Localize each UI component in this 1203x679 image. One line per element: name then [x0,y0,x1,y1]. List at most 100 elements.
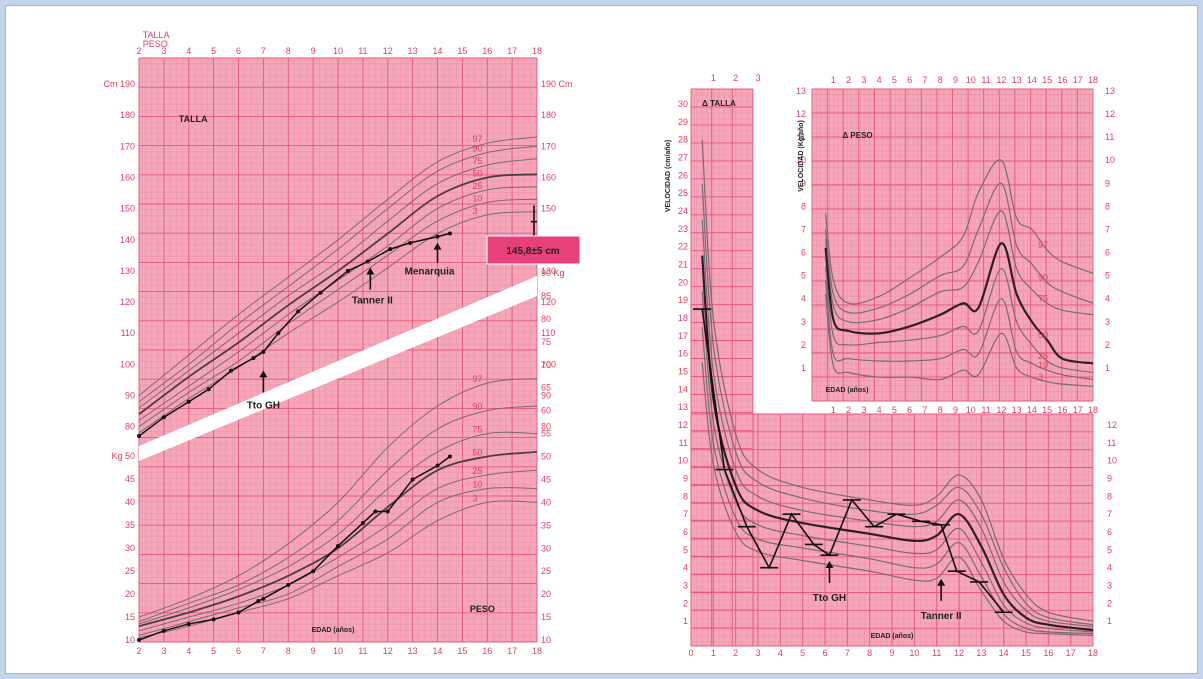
velocity-peso-x-tick: 8 [938,405,943,415]
top-x-tick-label: 7 [261,46,266,56]
velocity-talla-y-tick-right: 7 [1107,509,1112,519]
velocity-peso-x-tick: 6 [907,405,912,415]
talla-patient-point [206,387,211,392]
velocity-peso-y-tick-right: 11 [1105,132,1114,142]
tto-gh-arrow-right-head [825,560,834,568]
figure-frame: 2 2 3 3 4 4 5 5 6 6 7 7 8 8 9 9 10 10 11 11 12 12 13 13 14 14 15 15… [5,5,1198,674]
talla-patient-point [345,268,350,273]
velocity-peso-x-tick-top: 12 [996,75,1006,85]
peso-patient-point [236,610,241,615]
velocity-talla-title: Δ TALLA [702,99,736,108]
talla-patient-point [186,399,191,404]
top-x-tick-label: 2 [136,46,141,56]
velocity-peso-y-tick: 12 [796,109,806,119]
bottom-x-tick-label: 18 [532,646,542,656]
velocity-talla-y-tick-right: 1 [1107,616,1112,626]
velocity-peso-x-tick: 3 [861,405,866,415]
velocity-talla-percentile-3-line [701,362,1094,636]
velocity-talla-y-tick: 17 [678,331,688,341]
velocity-peso-y-tick-right: 10 [1105,155,1115,165]
talla-y-tick-left: 100 [120,359,135,369]
peso-y-tick-left: 15 [125,612,135,622]
velocity-peso-x-tick-top: 16 [1057,75,1067,85]
peso-y-tick-right: 55 [541,429,551,439]
peso-y-tick-left: 30 [125,543,135,553]
bottom-x-tick-label: 9 [311,646,316,656]
chart-title-talla: TALLA [143,30,170,40]
bottom-x-tick-label: 15 [457,646,467,656]
talla-unit-right: 190 Cm [541,79,573,89]
peso-y-tick-right: 65 [541,383,551,393]
talla-y-tick-left: 140 [120,235,135,245]
velocity-talla-x-tick: 11 [932,648,941,658]
velocity-talla-y-tick: 24 [678,206,688,216]
velocity-peso-y-tick-right: 13 [1105,86,1115,96]
velocity-talla-x-tick: 10 [909,648,919,658]
talla-patient-point [318,290,323,295]
velocity-talla-y-tick-right: 8 [1107,491,1112,501]
talla-patient-point [388,247,393,252]
velocity-talla-percentile-10-line [701,326,1094,635]
velocity-talla-x-tick: 4 [778,648,783,658]
velocity-peso-y-tick-right: 2 [1105,340,1110,350]
velocity-strip-top-tick: 2 [733,73,738,83]
bottom-x-tick-label: 12 [383,646,393,656]
talla-y-tick-right: 170 [541,141,556,151]
talla-patient-point [447,231,452,236]
velocity-peso-x-tick: 5 [892,405,897,415]
velocity-peso-percentile-97-label: 97 [1038,240,1048,250]
talla-patient-point [251,356,256,361]
talla-peso-separator-band [139,276,537,461]
velocity-peso-percentile-3-line [825,294,1094,387]
velocity-strip-top-tick: 1 [711,73,716,83]
velocity-peso-y-tick-right: 9 [1105,178,1110,188]
peso-y-tick-right: 75 [541,337,551,347]
velocity-talla-x-tick: 0 [688,648,693,658]
target-height-box [486,235,581,265]
velocity-strip-top-tick: 3 [755,73,760,83]
tanner-label-left: Tanner II [352,296,393,307]
peso-percentile-50-label: 50 [472,448,482,458]
talla-y-tick-left: 180 [120,110,135,120]
velocity-peso-inset-grid-major [811,88,1094,402]
peso-patient-point [360,521,365,526]
velocity-talla-y-tick: 5 [683,545,688,555]
velocity-talla-y-tick: 1 [683,616,688,626]
velocity-peso-y-tick-right: 12 [1105,109,1115,119]
velocity-peso-ylabel: VELOCIDAD (Kg/año) [798,120,805,192]
velocity-peso-percentile-25-label: 25 [1038,351,1048,361]
velocity-talla-y-tick: 14 [678,384,688,394]
velocity-talla-y-tick: 15 [678,367,688,377]
peso-patient-point [336,543,340,548]
velocity-talla-y-tick-right: 11 [1107,438,1116,448]
velocity-talla-y-tick: 13 [678,402,688,412]
talla-patient-point [296,309,301,314]
bottom-x-tick-label: 5 [211,646,216,656]
peso-percentile-75-line [138,431,538,625]
talla-percentile-90-line [138,145,538,403]
left-x-axis-label: EDAD (años) [312,627,355,634]
peso-percentile-50-line [138,451,538,628]
velocity-talla-y-tick: 8 [683,491,688,501]
peso-percentile-3-line [138,500,538,639]
velocity-talla-xlabel: EDAD (años) [871,633,914,640]
peso-patient-point [447,454,452,459]
height-weight-chart: 2233445566778899101011111212131314141515… [103,30,1117,658]
peso-percentile-75-label: 75 [472,425,482,435]
velocity-talla-x-tick: 7 [845,648,850,658]
talla-y-tick-right: 120 [541,297,556,307]
velocity-talla-y-tick: 7 [683,509,688,519]
peso-unit-left: Kg 50 [111,451,135,461]
velocity-talla-y-tick: 11 [679,438,688,448]
velocity-peso-x-tick: 2 [846,405,851,415]
talla-patient-point [408,240,413,245]
talla-percentile-90-label: 90 [472,144,482,154]
velocity-talla-percentile-75-line [701,219,1094,628]
talla-percentile-97-line [138,136,538,396]
chart-title-peso: PESO [143,39,168,49]
velocity-talla-y-tick: 4 [683,563,688,573]
peso-y-tick-right: 30 [541,543,551,553]
peso-patient-point [186,621,191,626]
talla-y-tick-right: 160 [541,172,556,182]
talla-percentile-25-label: 25 [472,181,482,191]
